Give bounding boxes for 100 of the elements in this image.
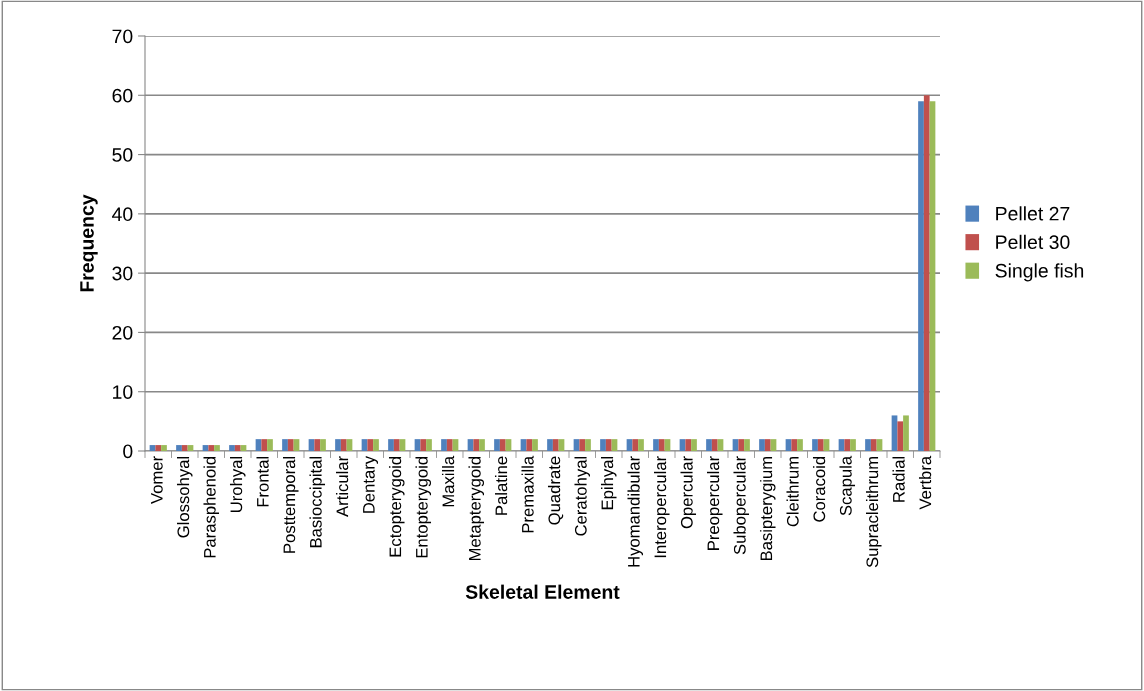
bar — [605, 439, 612, 451]
x-tick-label: Posttemporal — [282, 456, 299, 553]
x-tick-label: Coracoid — [812, 456, 826, 522]
x-axis-title: Skeletal Element — [465, 584, 620, 599]
bar — [638, 439, 644, 451]
x-tick-label: Cleithrum — [786, 456, 799, 527]
bar — [706, 439, 712, 451]
x-tick-label: Supracleithrum — [865, 456, 882, 568]
bar — [261, 439, 268, 451]
bar — [918, 101, 924, 451]
bar — [870, 439, 877, 451]
x-tick-label: Entopterygoid — [415, 456, 432, 558]
bar — [267, 439, 273, 451]
bar — [685, 439, 692, 451]
bar — [764, 439, 771, 451]
bar — [282, 439, 288, 451]
bar — [155, 445, 162, 451]
bar — [585, 439, 591, 451]
bar — [865, 439, 871, 451]
bar — [738, 439, 745, 451]
bar — [229, 445, 235, 451]
y-tick-label: 60 — [112, 88, 133, 103]
x-tick-label: Epihyal — [600, 456, 617, 510]
x-tick-label: Hyomandibular — [627, 456, 644, 567]
x-tick-label: Quadrate — [547, 456, 564, 525]
x-tick-label: Parasphenoid — [203, 456, 220, 558]
legend-label: Pellet 27 — [996, 206, 1070, 221]
legend-label: Pellet 30 — [996, 234, 1070, 250]
x-tick-label: Maxilla — [441, 455, 455, 507]
bar — [320, 439, 326, 451]
x-tick-label: Radial — [892, 456, 905, 502]
bar — [897, 421, 904, 451]
bar — [335, 439, 341, 451]
x-tick-label: Subopercular — [733, 456, 750, 555]
bar — [812, 439, 818, 451]
bar — [850, 439, 856, 451]
y-tick-label: 30 — [112, 266, 133, 281]
x-tick-label: Dentary — [363, 455, 379, 513]
y-tick-label: 0 — [123, 444, 133, 459]
bar — [340, 439, 347, 451]
bar — [600, 439, 606, 451]
x-tick-label: Scapula — [839, 455, 856, 516]
x-tick-label: Opercular — [680, 456, 697, 529]
bar — [532, 439, 538, 451]
bar — [817, 439, 824, 451]
bar — [744, 439, 750, 451]
bar — [552, 439, 559, 451]
bar — [494, 439, 500, 451]
bar — [176, 445, 182, 451]
y-tick-label: 70 — [112, 29, 133, 44]
x-tick-label: Ectopterygoid — [388, 456, 405, 557]
bar — [420, 439, 427, 451]
x-tick-label: Glossohyal — [176, 456, 193, 538]
bar — [373, 439, 379, 451]
bar — [473, 439, 480, 451]
bar — [691, 439, 697, 451]
bar — [923, 95, 930, 451]
x-tick-label: Vertbra — [918, 455, 932, 510]
bar — [759, 439, 765, 451]
y-axis-title: Frequency — [80, 194, 98, 292]
legend-label: Single fish — [995, 263, 1084, 282]
y-tick-label: 10 — [113, 385, 133, 399]
bar — [526, 439, 533, 451]
bar — [446, 439, 453, 451]
bar — [844, 439, 851, 451]
bar — [903, 415, 909, 451]
bar — [287, 439, 294, 451]
bar — [181, 445, 188, 451]
bar — [791, 439, 798, 451]
y-tick-label: 20 — [112, 325, 133, 340]
bar — [797, 439, 803, 451]
bar — [579, 439, 586, 451]
bar — [393, 439, 400, 451]
x-tick-label: Basipterygium — [759, 456, 776, 561]
bar — [234, 445, 241, 451]
bar — [161, 445, 167, 451]
x-tick-label: Frontal — [256, 456, 269, 507]
bar — [658, 439, 665, 451]
bar — [479, 439, 485, 451]
x-tick-label: Vomer — [151, 456, 163, 504]
x-tick-label: Interopercular — [653, 456, 670, 558]
bar — [547, 439, 553, 451]
x-tick-label: Preopercular — [706, 456, 723, 550]
bar — [388, 439, 394, 451]
x-tick-label: Articular — [335, 456, 349, 517]
bar — [367, 439, 374, 451]
x-tick-label: Palatine — [494, 456, 508, 515]
x-tick-label: Basioccipital — [309, 456, 326, 548]
x-tick-label: Urohyal — [229, 456, 246, 512]
x-tick-label: Ceratohyal — [574, 456, 591, 536]
x-tick-label: Metapterygoid — [468, 456, 485, 561]
x-tick-label: Premaxilla — [521, 455, 534, 533]
bar — [499, 439, 506, 451]
bar — [653, 439, 659, 451]
y-tick-label: 50 — [112, 148, 133, 162]
bar — [632, 439, 639, 451]
bar — [711, 439, 718, 451]
bar — [208, 445, 215, 451]
bar — [441, 439, 447, 451]
bar — [426, 439, 432, 451]
